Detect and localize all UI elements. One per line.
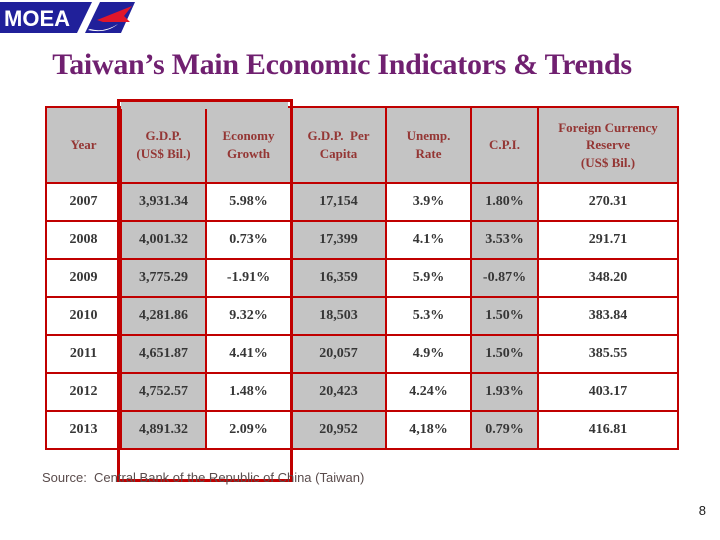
table-row: 2009 3,775.29 -1.91% 16,359 5.9% -0.87% … [45,258,679,298]
year-cell: 2012 [45,372,122,412]
economy-growth-cell: -1.91% [205,258,292,298]
unemp-rate-cell: 5.3% [385,296,472,336]
gdp-per-capita-cell: 20,952 [290,410,387,450]
gdp-cell: 4,891.32 [120,410,207,450]
foreign-reserve-cell: 403.17 [537,372,679,412]
gdp-per-capita-cell: 20,423 [290,372,387,412]
moea-logo-graphic: MOEA [0,2,135,33]
economy-growth-cell: 0.73% [205,220,292,260]
unemp-rate-cell: 4,18% [385,410,472,450]
year-cell: 2010 [45,296,122,336]
economy-growth-cell: 5.98% [205,182,292,222]
economic-indicators-table: Year G.D.P. (US$ Bil.) Economy Growth G.… [45,106,679,450]
header-cell-economy-growth: Economy Growth [205,106,292,184]
cpi-cell: 1.50% [470,296,539,336]
foreign-reserve-cell: 383.84 [537,296,679,336]
cpi-cell: -0.87% [470,258,539,298]
table-row: 2008 4,001.32 0.73% 17,399 4.1% 3.53% 29… [45,220,679,260]
year-cell: 2008 [45,220,122,260]
year-cell: 2013 [45,410,122,450]
cpi-cell: 1.50% [470,334,539,374]
year-cell: 2007 [45,182,122,222]
moea-logo: MOEA [0,2,150,36]
year-cell: 2009 [45,258,122,298]
header-cell-gdp: G.D.P. (US$ Bil.) [120,106,207,184]
foreign-reserve-cell: 416.81 [537,410,679,450]
table-row: 2007 3,931.34 5.98% 17,154 3.9% 1.80% 27… [45,182,679,222]
gdp-cell: 4,651.87 [120,334,207,374]
foreign-reserve-cell: 348.20 [537,258,679,298]
gdp-per-capita-cell: 18,503 [290,296,387,336]
table-row: 2013 4,891.32 2.09% 20,952 4,18% 0.79% 4… [45,410,679,450]
economy-growth-cell: 2.09% [205,410,292,450]
gdp-per-capita-cell: 17,154 [290,182,387,222]
economy-growth-cell: 4.41% [205,334,292,374]
year-cell: 2011 [45,334,122,374]
source-note: Source: Central Bank of the Republic of … [42,470,365,485]
header-cell-foreign-currency-reserve: Foreign Currency Reserve (US$ Bil.) [537,106,679,184]
gdp-per-capita-cell: 17,399 [290,220,387,260]
slide-title: Taiwan’s Main Economic Indicators & Tren… [52,48,632,81]
cpi-cell: 1.93% [470,372,539,412]
foreign-reserve-cell: 291.71 [537,220,679,260]
gdp-cell: 4,001.32 [120,220,207,260]
foreign-reserve-cell: 270.31 [537,182,679,222]
table-row: 2011 4,651.87 4.41% 20,057 4.9% 1.50% 38… [45,334,679,374]
gdp-per-capita-cell: 20,057 [290,334,387,374]
header-cell-cpi: C.P.I. [470,106,539,184]
unemp-rate-cell: 4.9% [385,334,472,374]
gdp-cell: 3,775.29 [120,258,207,298]
header-cell-year: Year [45,106,122,184]
table-header-row: Year G.D.P. (US$ Bil.) Economy Growth G.… [45,106,679,184]
unemp-rate-cell: 4.1% [385,220,472,260]
moea-logo-text: MOEA [4,6,70,31]
economy-growth-cell: 9.32% [205,296,292,336]
logo-swoosh [88,24,118,32]
table-container: Year G.D.P. (US$ Bil.) Economy Growth G.… [45,99,679,482]
foreign-reserve-cell: 385.55 [537,334,679,374]
header-cell-gdp-per-capita: G.D.P. Per Capita [290,106,387,184]
unemp-rate-cell: 3.9% [385,182,472,222]
cpi-cell: 3.53% [470,220,539,260]
gdp-cell: 4,752.57 [120,372,207,412]
highlight-box-cap [121,101,288,109]
cpi-cell: 0.79% [470,410,539,450]
unemp-rate-cell: 4.24% [385,372,472,412]
unemp-rate-cell: 5.9% [385,258,472,298]
economy-growth-cell: 1.48% [205,372,292,412]
table-row: 2012 4,752.57 1.48% 20,423 4.24% 1.93% 4… [45,372,679,412]
header-cell-unemp-rate: Unemp. Rate [385,106,472,184]
logo-banner-shape [0,2,92,33]
table-row: 2010 4,281.86 9.32% 18,503 5.3% 1.50% 38… [45,296,679,336]
cpi-cell: 1.80% [470,182,539,222]
logo-arrow-icon [97,6,132,22]
gdp-cell: 4,281.86 [120,296,207,336]
gdp-cell: 3,931.34 [120,182,207,222]
gdp-per-capita-cell: 16,359 [290,258,387,298]
page-number: 8 [698,503,706,518]
